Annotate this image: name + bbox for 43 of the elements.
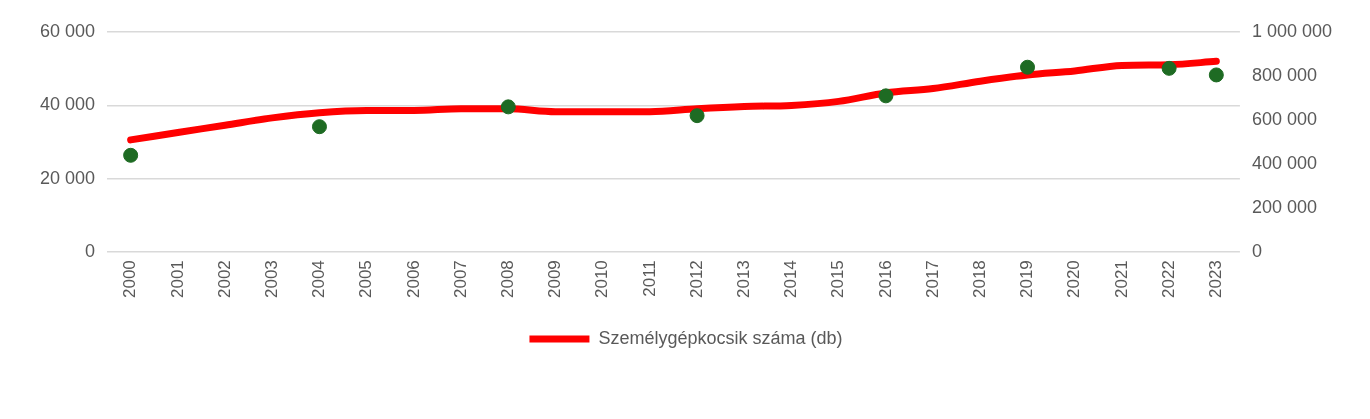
x-tick-label: 2013 <box>733 260 753 299</box>
x-tick-label: 2000 <box>120 260 140 299</box>
x-tick-label: 2019 <box>1017 260 1037 299</box>
y2-tick-label: 600 000 <box>1251 109 1317 130</box>
y2-tick-label: 200 000 <box>1251 197 1317 218</box>
y-tick-label: 0 <box>85 241 96 262</box>
legend-label: Személygépkocsik száma (db) <box>598 327 843 348</box>
y-tick-label: 20 000 <box>39 167 96 188</box>
y2-tick-label: 800 000 <box>1251 65 1317 86</box>
point <box>1208 67 1224 83</box>
x-tick-label: 2007 <box>450 260 470 299</box>
x-tick-label: 2023 <box>1206 260 1226 299</box>
x-tick-label: 2021 <box>1111 260 1131 299</box>
x-tick-label: 2017 <box>922 260 942 299</box>
x-tick-label: 2022 <box>1158 260 1178 299</box>
x-tick-label: 2011 <box>639 260 659 297</box>
x-tick-label: 2015 <box>828 260 848 299</box>
x-tick-label: 2009 <box>545 260 565 299</box>
point <box>311 119 327 135</box>
x-tick-label: 2016 <box>875 260 895 299</box>
x-tick-label: 2008 <box>497 260 517 299</box>
point <box>1161 60 1177 76</box>
x-tick-label: 2010 <box>592 260 612 299</box>
x-tick-label: 2003 <box>261 260 281 299</box>
point <box>689 108 705 124</box>
point <box>500 99 516 115</box>
point <box>878 88 894 104</box>
x-tick-label: 2012 <box>686 260 706 299</box>
y2-tick-label: 1 000 000 <box>1251 20 1332 41</box>
x-tick-label: 2005 <box>356 260 376 299</box>
x-tick-label: 2006 <box>403 260 423 299</box>
y2-tick-label: 0 <box>1251 241 1262 262</box>
y-tick-label: 60 000 <box>39 20 96 41</box>
x-tick-label: 2002 <box>214 260 234 299</box>
point <box>123 147 139 163</box>
y2-tick-label: 400 000 <box>1251 153 1317 174</box>
y-tick-label: 40 000 <box>39 94 96 115</box>
x-tick-label: 2020 <box>1064 260 1084 299</box>
x-tick-label: 2001 <box>167 260 187 299</box>
x-tick-label: 2004 <box>309 260 329 299</box>
x-tick-label: 2014 <box>781 260 801 299</box>
point <box>1020 59 1036 75</box>
x-tick-label: 2018 <box>969 260 989 299</box>
